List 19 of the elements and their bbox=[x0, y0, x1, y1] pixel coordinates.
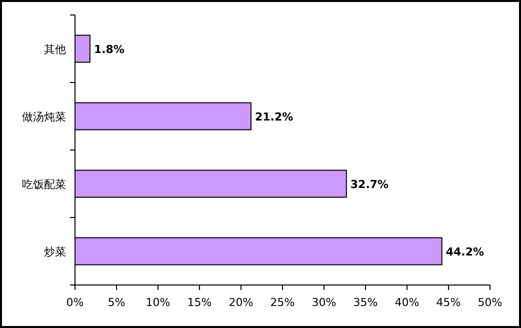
x-tick-label: 35% bbox=[353, 296, 378, 309]
x-tick-label: 50% bbox=[478, 296, 502, 309]
x-tick-label: 10% bbox=[146, 296, 170, 309]
data-label: 1.8% bbox=[94, 42, 124, 56]
x-tick-label: 25% bbox=[270, 296, 295, 309]
x-tick-label: 5% bbox=[108, 296, 126, 309]
x-tick-label: 15% bbox=[187, 296, 212, 309]
y-tick-label: 做汤炖菜 bbox=[22, 110, 66, 124]
x-tick-label: 40% bbox=[394, 296, 420, 309]
y-tick-label: 炒菜 bbox=[44, 245, 66, 258]
y-tick-label: 其他 bbox=[44, 42, 66, 56]
data-label: 44.2% bbox=[446, 245, 484, 258]
x-tick-label: 30% bbox=[312, 296, 336, 309]
x-tick-label: 45% bbox=[436, 296, 461, 309]
y-tick-label: 吃饭配菜 bbox=[22, 178, 66, 191]
x-tick-label: 0% bbox=[66, 296, 84, 309]
data-label: 32.7% bbox=[350, 178, 389, 191]
data-label: 21.2% bbox=[254, 110, 294, 124]
x-tick-label: 20% bbox=[228, 296, 254, 309]
